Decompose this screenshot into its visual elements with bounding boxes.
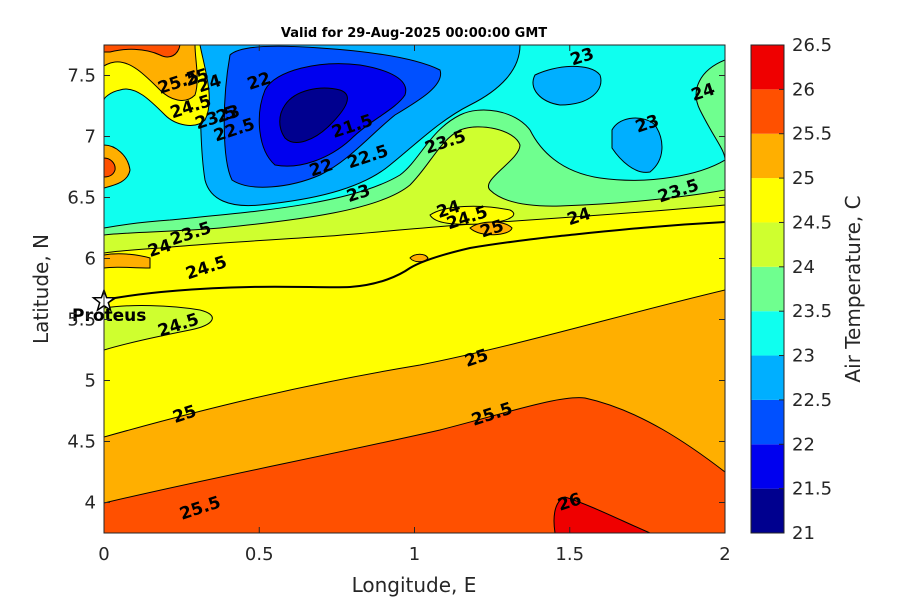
colorbar-swatch <box>751 89 784 134</box>
colorbar-swatch <box>751 444 784 489</box>
colorbar-tick-label: 22 <box>792 434 815 455</box>
contour-fill-south-24 <box>104 305 213 351</box>
colorbar-tick-label: 23 <box>792 346 815 367</box>
y-tick-label: 6 <box>85 249 96 270</box>
colorbar: 21 21.5 22 22.5 23 23.5 24 24.5 25 25.5 26 26.5 <box>750 35 832 544</box>
contour-fill-26 <box>553 496 651 533</box>
colorbar-swatch <box>751 45 784 90</box>
colorbar-swatch <box>751 311 784 356</box>
contour-fill-24-5-west <box>104 253 151 269</box>
contour-fill-21 <box>279 87 348 143</box>
x-tick-label: 0.5 <box>245 544 274 565</box>
colorbar-tick-label: 23.5 <box>792 301 832 322</box>
colorbar-tick-label: 25 <box>792 168 815 189</box>
y-tick-label: 5.5 <box>67 310 96 331</box>
x-tick-label: 1.5 <box>555 544 584 565</box>
contour-fill-mid-25 <box>469 221 513 236</box>
colorbar-tick-label: 22.5 <box>792 390 832 411</box>
coastline <box>104 221 725 306</box>
contour-fill-nw-25-5 <box>104 45 181 58</box>
x-tick-label: 1 <box>409 544 420 565</box>
colorbar-swatch <box>751 266 784 312</box>
y-tick-label: 5 <box>85 371 96 392</box>
contour-fill-mid-24-5 <box>429 205 515 225</box>
colorbar-label: Air Temperature, C <box>841 195 865 382</box>
colorbar-tick-label: 26.5 <box>792 35 832 56</box>
colorbar-swatch <box>751 222 784 267</box>
contour-fill-22-5-ne2 <box>611 117 663 173</box>
colorbar-swatch <box>751 399 784 445</box>
x-axis-ticks: 0 0.5 1 1.5 2 <box>98 45 731 565</box>
y-tick-label: 7 <box>85 127 96 148</box>
colorbar-tick-label: 21 <box>792 523 815 544</box>
contour-fill-west-25-5 <box>104 157 116 178</box>
y-axis-label: Latitude, N <box>29 234 53 344</box>
contour-fill-layer <box>104 45 725 533</box>
contour-fill-west-25 <box>104 144 131 189</box>
colorbar-tick-label: 26 <box>792 79 815 100</box>
y-tick-label: 6.5 <box>67 188 96 209</box>
colorbar-swatch <box>751 178 784 223</box>
colorbar-swatch <box>751 133 784 179</box>
colorbar-tick-label: 21.5 <box>792 479 832 500</box>
y-tick-label: 4 <box>85 493 96 514</box>
y-tick-label: 4.5 <box>67 432 96 453</box>
y-tick-label: 7.5 <box>67 66 96 87</box>
colorbar-tick-label: 25.5 <box>792 124 832 145</box>
colorbar-swatch <box>751 488 784 533</box>
x-tick-label: 0 <box>98 544 109 565</box>
contour-fill-22-5-ne1 <box>532 65 602 106</box>
chart-title: Valid for 29-Aug-2025 00:00:00 GMT <box>281 26 547 41</box>
contour-fill-coast-25 <box>409 253 429 263</box>
x-tick-label: 2 <box>719 544 730 565</box>
colorbar-frame <box>750 44 785 534</box>
colorbar-tick-label: 24.5 <box>792 212 832 233</box>
marker-label: Proteus <box>72 306 146 326</box>
y-axis-ticks: 4 4.5 5 5.5 6 6.5 7 7.5 <box>67 66 725 514</box>
colorbar-tick-label: 24 <box>792 257 815 278</box>
contour-fill-nw-25 <box>104 45 198 101</box>
colorbar-swatch <box>751 355 784 400</box>
x-axis-label: Longitude, E <box>352 573 477 597</box>
